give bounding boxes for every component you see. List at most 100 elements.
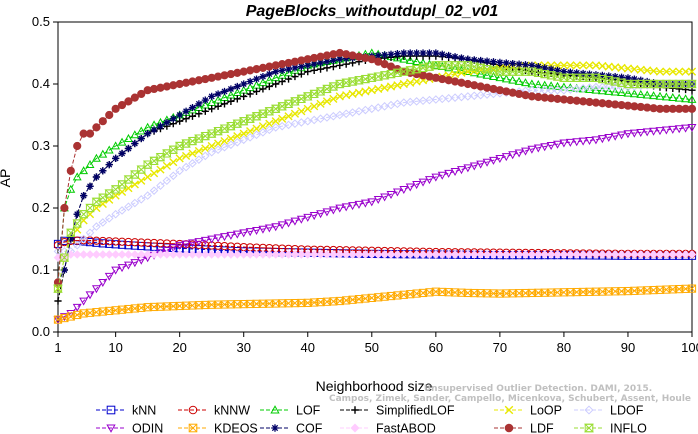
data-point (188, 240, 197, 249)
data-point (78, 210, 89, 219)
data-point (399, 54, 409, 63)
data-point (73, 236, 82, 245)
data-point (194, 146, 203, 156)
data-point (240, 80, 248, 88)
data-point (655, 67, 665, 76)
data-point (412, 181, 422, 190)
data-point (470, 288, 479, 298)
data-point (617, 88, 627, 97)
data-point (213, 127, 223, 136)
data-point (322, 97, 332, 106)
data-point (521, 250, 530, 259)
data-point (350, 423, 360, 433)
data-point (201, 96, 209, 104)
data-point (521, 61, 530, 69)
data-point (246, 127, 255, 136)
data-point (489, 289, 498, 298)
data-point (457, 68, 466, 77)
data-point (104, 250, 114, 259)
data-point (559, 139, 569, 148)
data-point (239, 229, 249, 238)
data-point (424, 176, 434, 185)
x-tick-label: 100 (681, 340, 698, 355)
data-point (296, 94, 307, 103)
data-point (150, 126, 158, 134)
data-point (245, 228, 255, 237)
data-point (72, 303, 82, 312)
data-point (181, 162, 191, 172)
data-point (98, 149, 108, 158)
data-point (559, 61, 569, 70)
data-point (220, 87, 229, 96)
data-point (284, 219, 293, 228)
legend-label: kNNW (214, 404, 250, 418)
data-point (72, 172, 82, 181)
data-point (233, 137, 242, 147)
data-point (175, 166, 184, 176)
data-point (450, 61, 460, 70)
data-point (520, 67, 531, 76)
data-point (226, 231, 236, 240)
data-point (181, 240, 191, 249)
data-point (451, 53, 459, 61)
data-point (583, 423, 595, 433)
data-point (566, 68, 574, 76)
data-point (117, 264, 127, 273)
data-point (354, 76, 364, 85)
data-point (149, 156, 159, 165)
data-point (163, 118, 171, 127)
data-point (188, 112, 197, 120)
data-point (610, 87, 620, 96)
data-point (271, 424, 279, 432)
data-point (59, 253, 70, 262)
data-point (220, 100, 229, 108)
data-point (117, 180, 127, 189)
data-point (674, 79, 684, 89)
data-point (642, 79, 652, 89)
data-point (213, 234, 223, 243)
data-point (431, 173, 441, 182)
data-point (142, 160, 153, 169)
data-point (431, 95, 441, 104)
data-point (233, 82, 241, 91)
data-point (360, 74, 371, 84)
data-point (501, 250, 511, 259)
data-point (546, 250, 556, 259)
data-point (572, 250, 582, 259)
data-point (303, 250, 313, 259)
data-point (92, 123, 101, 132)
data-point (392, 188, 402, 197)
data-point (475, 63, 486, 72)
data-point (489, 71, 498, 80)
data-point (431, 250, 441, 259)
data-point (335, 250, 345, 259)
data-point (105, 237, 114, 246)
data-point (655, 79, 665, 89)
data-point (540, 143, 550, 152)
legend-label: LDF (530, 422, 554, 434)
x-tick-label: 30 (236, 340, 250, 355)
data-point (239, 135, 249, 145)
data-point (174, 141, 185, 151)
data-point (540, 80, 550, 89)
legend-item-simplifiedlof: SimplifiedLOF (340, 404, 455, 418)
data-point (316, 210, 326, 219)
data-point (117, 305, 127, 314)
data-point (53, 315, 63, 324)
data-point (553, 66, 562, 74)
data-point (168, 250, 178, 259)
data-point (124, 250, 133, 259)
data-point (272, 80, 280, 88)
data-point (351, 406, 359, 414)
data-point (655, 285, 665, 294)
data-point (226, 242, 236, 251)
data-point (597, 86, 607, 95)
data-point (278, 77, 286, 86)
data-point (476, 90, 485, 100)
data-point (188, 301, 197, 310)
data-point (495, 67, 505, 76)
data-point (284, 250, 293, 259)
data-point (438, 50, 446, 58)
data-point (315, 87, 326, 96)
data-point (214, 102, 222, 110)
